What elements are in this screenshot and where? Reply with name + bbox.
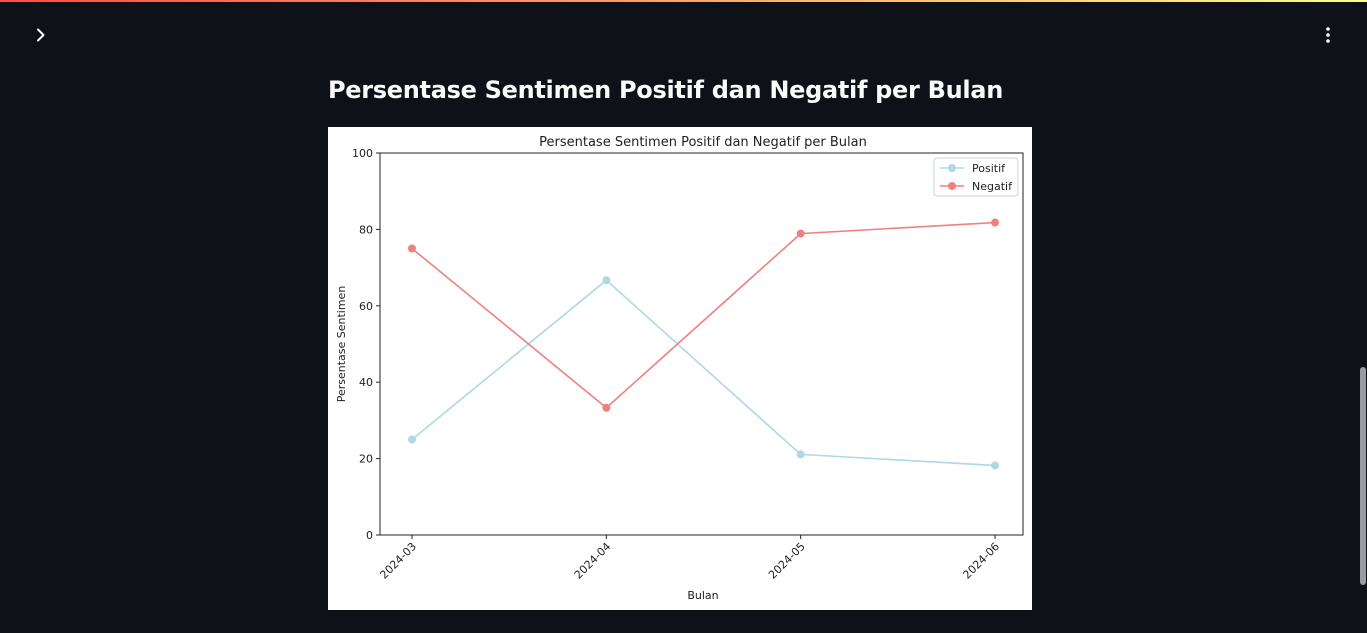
data-point-negatif bbox=[796, 229, 805, 238]
y-axis-label: Persentase Sentimen bbox=[335, 286, 348, 403]
sentiment-line-chart: Persentase Sentimen Positif dan Negatif … bbox=[335, 135, 1024, 602]
data-point-negatif bbox=[991, 218, 999, 227]
y-tick-label: 80 bbox=[359, 223, 373, 236]
page-title: Persentase Sentimen Positif dan Negatif … bbox=[328, 76, 1003, 104]
series-line-negatif bbox=[411, 221, 996, 409]
y-tick-label: 40 bbox=[359, 376, 373, 389]
x-axis: 2024-03 2024-04 2024-05 2024-06 bbox=[377, 535, 1002, 582]
y-tick-label: 0 bbox=[366, 529, 373, 542]
x-tick-label: 2024-06 bbox=[960, 540, 1002, 582]
data-point-positif bbox=[408, 435, 416, 444]
legend-label-negatif: Negatif bbox=[972, 180, 1013, 193]
y-tick-label: 60 bbox=[359, 300, 373, 313]
chart-title: Persentase Sentimen Positif dan Negatif … bbox=[539, 135, 867, 150]
series-layer bbox=[408, 218, 999, 470]
page-scrollbar-thumb[interactable] bbox=[1360, 367, 1366, 585]
x-tick-label: 2024-05 bbox=[766, 540, 808, 582]
legend-swatch-marker-negatif bbox=[948, 182, 956, 190]
header-decoration-bar bbox=[0, 0, 1367, 2]
chevron-right-icon bbox=[37, 28, 45, 42]
y-tick-label: 20 bbox=[359, 453, 373, 466]
chart-legend: Positif Negatif bbox=[933, 157, 1019, 197]
x-axis-label: Bulan bbox=[687, 589, 718, 602]
data-point-positif bbox=[602, 276, 611, 285]
y-tick-label: 100 bbox=[352, 147, 373, 160]
plot-area-frame bbox=[379, 152, 1024, 536]
data-point-negatif bbox=[408, 244, 416, 253]
x-tick-label: 2024-03 bbox=[377, 540, 419, 582]
vertical-dots-icon bbox=[1326, 27, 1330, 43]
sentiment-chart-figure: Persentase Sentimen Positif dan Negatif … bbox=[328, 127, 1032, 610]
data-point-positif bbox=[796, 450, 805, 459]
main-menu-button[interactable] bbox=[1315, 22, 1341, 48]
legend-swatch-marker-positif bbox=[948, 164, 956, 172]
y-axis: 0 20 40 60 80 100 bbox=[352, 147, 380, 542]
data-point-negatif bbox=[602, 403, 611, 412]
data-point-positif bbox=[991, 461, 999, 470]
x-tick-label: 2024-04 bbox=[572, 540, 614, 582]
legend-label-positif: Positif bbox=[972, 162, 1006, 175]
series-line-positif bbox=[411, 279, 996, 467]
sidebar-toggle-button[interactable] bbox=[28, 22, 54, 48]
